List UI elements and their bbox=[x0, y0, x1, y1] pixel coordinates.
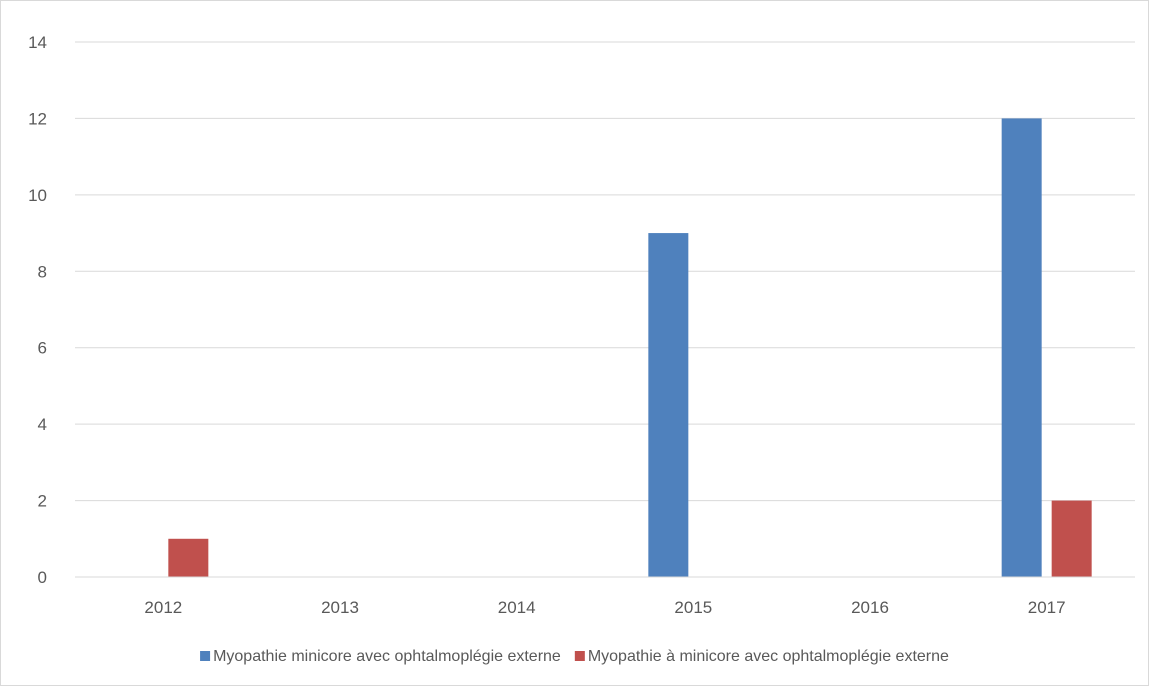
y-tick-label: 2 bbox=[38, 492, 47, 511]
legend-swatch bbox=[574, 651, 585, 661]
x-tick-label: 2016 bbox=[851, 598, 889, 617]
bar-series-1-2015 bbox=[648, 233, 689, 578]
bar-series-2-2017 bbox=[1051, 500, 1092, 577]
x-tick-label: 2013 bbox=[321, 598, 359, 617]
y-tick-label: 14 bbox=[28, 33, 47, 52]
x-tick-label: 2012 bbox=[144, 598, 182, 617]
x-axis-tick-labels: 2012 2013 2014 2015 2016 2017 bbox=[144, 598, 1065, 617]
x-tick-label: 2014 bbox=[498, 598, 536, 617]
y-tick-label: 6 bbox=[38, 339, 47, 358]
y-tick-label: 12 bbox=[28, 109, 47, 128]
legend-swatch bbox=[200, 651, 211, 661]
y-tick-label: 10 bbox=[28, 186, 47, 205]
legend-item-2: Myopathie à minicore avec ophtalmoplégie… bbox=[574, 648, 949, 665]
legend: Myopathie minicore avec ophtalmoplégie e… bbox=[200, 648, 949, 665]
y-tick-label: 4 bbox=[38, 415, 47, 434]
bar-series-1-2017 bbox=[1001, 118, 1042, 577]
x-tick-label: 2017 bbox=[1028, 598, 1066, 617]
x-tick-label: 2015 bbox=[674, 598, 712, 617]
bars bbox=[168, 118, 1092, 578]
y-tick-label: 0 bbox=[38, 568, 47, 587]
y-axis-tick-labels: 0 2 4 6 8 10 12 14 bbox=[28, 33, 47, 587]
legend-item-1: Myopathie minicore avec ophtalmoplégie e… bbox=[200, 648, 561, 665]
gridlines bbox=[75, 41, 1135, 502]
legend-label: Myopathie minicore avec ophtalmoplégie e… bbox=[213, 648, 561, 665]
legend-label: Myopathie à minicore avec ophtalmoplégie… bbox=[588, 648, 949, 665]
bar-series-2-2012 bbox=[168, 538, 209, 577]
y-tick-label: 8 bbox=[38, 262, 47, 281]
